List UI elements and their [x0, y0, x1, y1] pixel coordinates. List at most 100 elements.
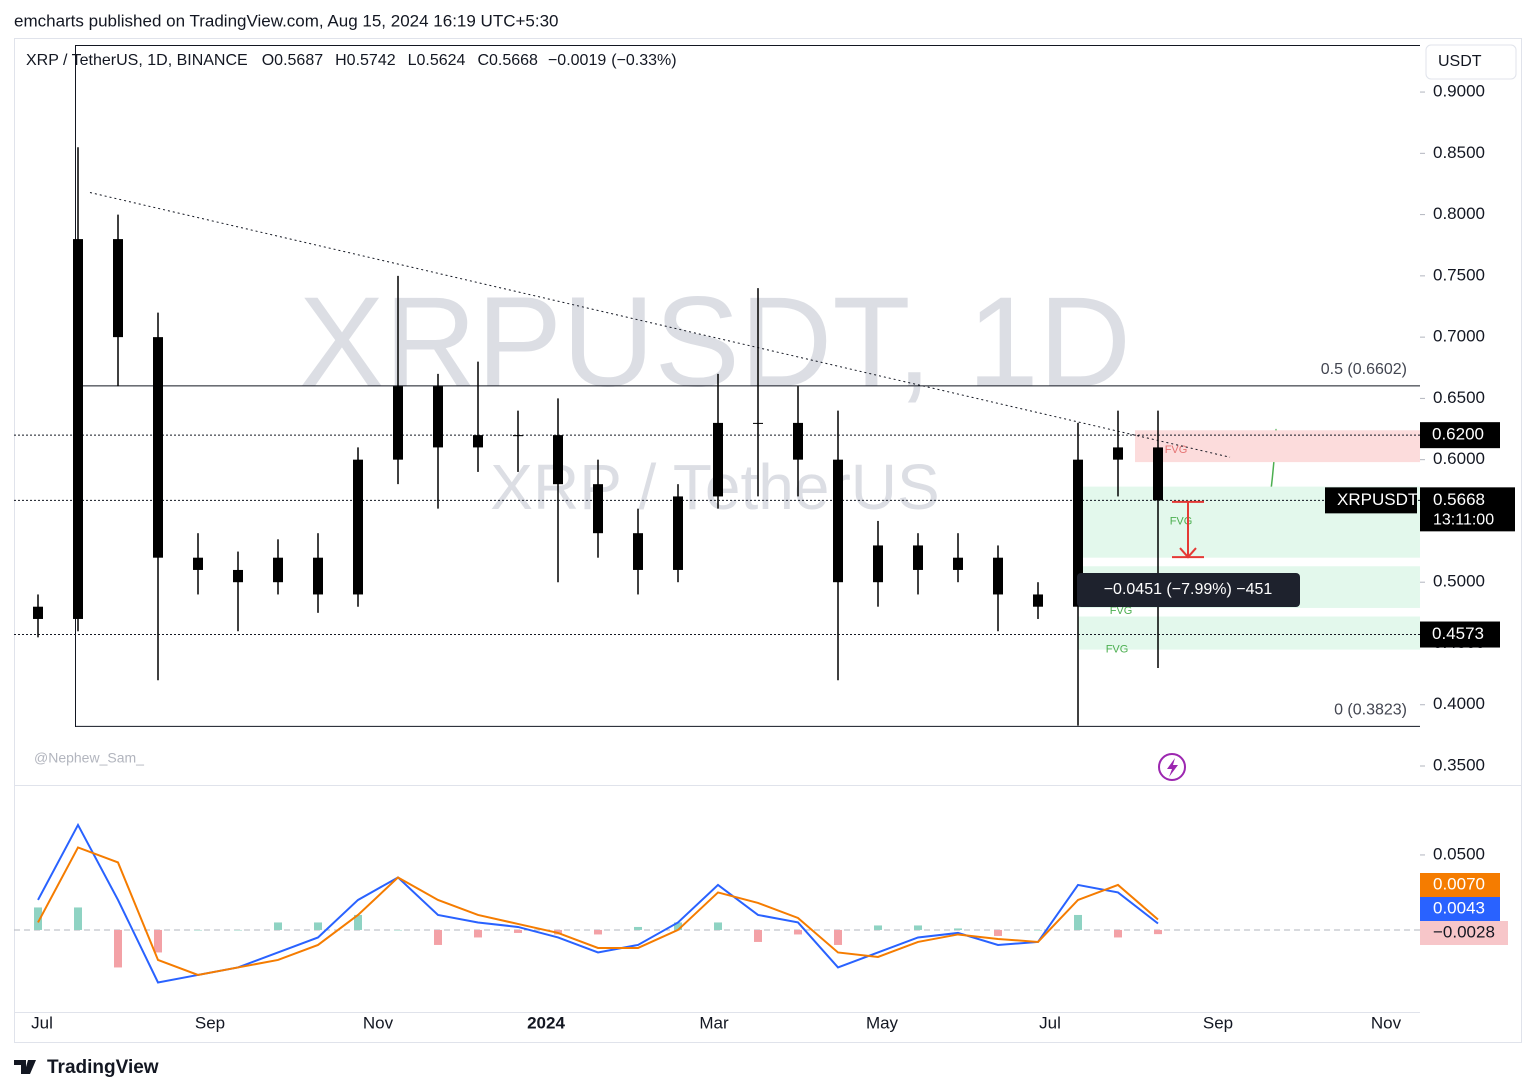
candle-body [553, 435, 563, 485]
level-badge: 0.4573 [1432, 624, 1484, 643]
y-tick-label: 0.6000 [1433, 449, 1485, 468]
fvg-label: FVG [1110, 605, 1133, 617]
histogram-bar [914, 925, 922, 930]
histogram-bar [994, 929, 1002, 936]
histogram-bar [74, 907, 82, 930]
fvg-label: FVG [1106, 644, 1129, 656]
histogram-bar [314, 922, 322, 930]
candle-body [73, 239, 83, 619]
candle-body [273, 557, 283, 583]
ohlc-label: H [335, 52, 347, 69]
candle-body [353, 459, 363, 595]
brand-logo [14, 1060, 36, 1074]
x-tick-label: Mar [699, 1013, 729, 1032]
author: @Nephew_Sam_ [34, 750, 144, 766]
signal-badge: 0.0070 [1433, 874, 1485, 893]
y-tick-label: 0.8500 [1433, 143, 1485, 162]
measure-label: −0.0451 (−7.99%) −451 [1104, 581, 1273, 598]
candle-body [1113, 447, 1123, 460]
candle-body [1153, 447, 1163, 501]
y-tick-label: 0.8000 [1433, 204, 1485, 223]
level-badge: 0.6200 [1432, 425, 1484, 444]
macd-line [37, 846, 1159, 976]
level-badge-bg [1420, 621, 1500, 648]
candle-body [433, 386, 443, 448]
y-tick-label: 0.9000 [1433, 82, 1485, 101]
x-tick-label: May [866, 1013, 899, 1032]
histogram-bar [154, 929, 162, 953]
currency-box[interactable] [1425, 44, 1517, 80]
alert-bolt [1167, 758, 1178, 777]
candle-body [673, 496, 683, 570]
histogram-bar [834, 929, 842, 945]
x-tick-label: Jul [1039, 1013, 1061, 1032]
x-tick-label: Sep [195, 1013, 225, 1032]
brand: TradingView [47, 1057, 159, 1078]
last-price: 0.5668 [1433, 490, 1485, 509]
last-price-bg [1420, 487, 1515, 532]
fvg-zone [1078, 616, 1420, 650]
change: −0.0019 [548, 52, 606, 69]
y-tick-label: 0.4000 [1433, 694, 1485, 713]
macd-badge: 0.0043 [1433, 898, 1485, 917]
histogram-bar [954, 928, 962, 930]
x-tick-label: Jul [31, 1013, 53, 1032]
signal-badge-bg [1420, 873, 1500, 897]
candle-body [753, 422, 763, 424]
candle-body [833, 459, 843, 583]
ohlc-value: 0.5668 [489, 52, 538, 69]
alert-icon[interactable] [1158, 753, 1186, 781]
y-tick-label: 0.3500 [1433, 755, 1485, 774]
legend: XRP / TetherUS, 1D, BINANCE O0.5687 H0.574… [26, 52, 677, 69]
candle-body [873, 545, 883, 583]
candle-body [1033, 594, 1043, 607]
symbol-title: XRP / TetherUS, 1D, BINANCE [26, 52, 248, 69]
candle-body [313, 557, 323, 595]
histogram-bar [874, 925, 882, 930]
fib-label: 0.5 (0.6602) [1321, 361, 1407, 378]
histogram-bar [194, 929, 202, 931]
trendline [89, 192, 1231, 458]
symbol-badge: XRPUSDT [1337, 490, 1418, 509]
candle-body [233, 569, 243, 583]
histogram-badge: −0.0028 [1433, 922, 1495, 941]
histogram-badge-bg [1420, 921, 1508, 945]
candle-body [953, 557, 963, 570]
candle-body [193, 557, 203, 570]
histogram-bar [514, 929, 522, 933]
histogram-bar [714, 922, 722, 930]
candle-body [473, 435, 483, 448]
histogram-bar [234, 929, 242, 931]
histogram-bar [594, 929, 602, 935]
countdown: 13:11:00 [1433, 512, 1494, 529]
y-tick-label: 0.7000 [1433, 327, 1485, 346]
measure-head [1179, 547, 1197, 559]
histogram-bar [394, 929, 402, 931]
x-tick-label: Nov [363, 1013, 394, 1032]
fvg-label: FVG [1165, 444, 1188, 456]
x-tick-label: Nov [1371, 1013, 1402, 1032]
ohlc-value: 0.5687 [274, 52, 323, 69]
histogram-bar [474, 929, 482, 938]
candle-body [1073, 459, 1083, 607]
panel-frame [14, 38, 1522, 1043]
macd-badge-bg [1420, 897, 1500, 921]
histogram-bar [354, 914, 362, 930]
currency: USDT [1438, 53, 1482, 70]
publisher: emcharts published on TradingView.com, A… [14, 11, 559, 30]
histogram-bar [434, 929, 442, 945]
candle-body [593, 484, 603, 534]
ohlc-label: L [408, 52, 417, 69]
fvg-label: FVG [1170, 516, 1193, 528]
symbol-badge-bg [1325, 487, 1417, 514]
candle-body [713, 422, 723, 497]
histogram-bar [114, 929, 122, 968]
histogram-bar [1114, 929, 1122, 938]
candle-body [993, 557, 1003, 595]
candle-body [913, 545, 923, 570]
level-badge-bg [1420, 422, 1500, 449]
x-tick-label: Sep [1203, 1013, 1233, 1032]
candle-body [513, 435, 523, 437]
